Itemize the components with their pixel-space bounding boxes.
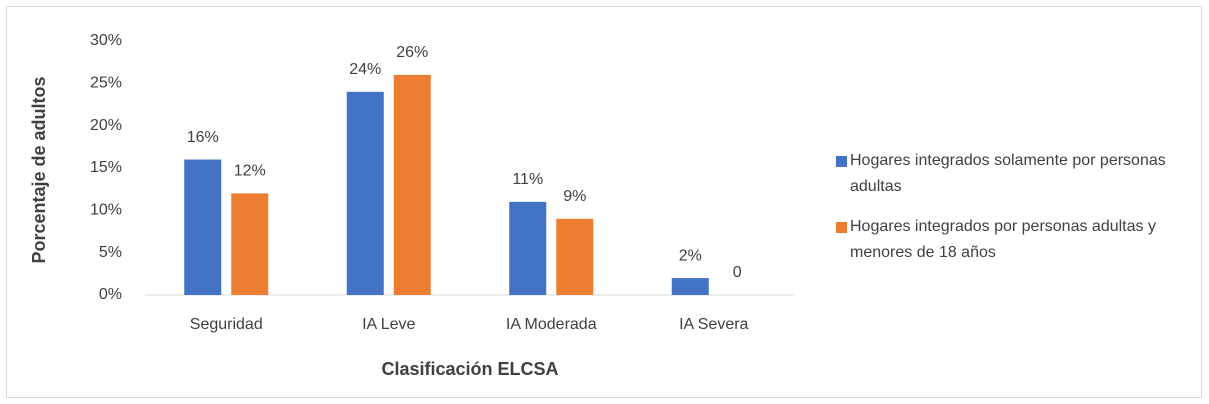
bar: [671, 278, 709, 295]
data-label: 26%: [396, 44, 428, 61]
bar: [184, 159, 222, 295]
legend-entry: Hogares integrados por personas adultas …: [836, 214, 1196, 266]
data-label: 24%: [349, 61, 381, 78]
bar: [509, 201, 547, 295]
y-tick-label: 5%: [99, 244, 122, 261]
y-tick-label: 25%: [90, 75, 122, 92]
y-tick-label: 30%: [90, 32, 122, 49]
legend-label: Hogares integrados solamente por persona…: [850, 152, 1166, 195]
y-tick-label: 10%: [90, 202, 122, 219]
legend-label: Hogares integrados por personas adultas …: [850, 218, 1156, 261]
chart-border: [6, 6, 1202, 398]
legend-swatch: [836, 222, 847, 233]
legend-swatch: [836, 156, 847, 167]
y-tick-label: 15%: [90, 159, 122, 176]
data-label: 2%: [679, 247, 702, 264]
legend: Hogares integrados solamente por persona…: [836, 148, 1196, 280]
x-tick-label: Seguridad: [190, 316, 263, 333]
data-label: 11%: [512, 171, 543, 188]
data-label: 9%: [563, 188, 586, 205]
bar: [556, 218, 594, 295]
data-label: 0: [733, 264, 742, 281]
x-tick-label: IA Leve: [362, 316, 415, 333]
data-label: 12%: [234, 163, 266, 180]
data-label: 16%: [187, 129, 219, 146]
y-tick-label: 0%: [99, 286, 122, 303]
x-tick-label: IA Severa: [679, 316, 748, 333]
x-axis-title: Clasificación ELCSA: [381, 359, 558, 379]
bar: [231, 193, 269, 295]
legend-entry: Hogares integrados solamente por persona…: [836, 148, 1196, 200]
x-tick-label: IA Moderada: [506, 316, 597, 333]
bar: [346, 91, 384, 295]
y-axis-title: Porcentaje de adultos: [29, 76, 49, 263]
bar: [393, 74, 431, 295]
y-tick-label: 20%: [90, 117, 122, 134]
